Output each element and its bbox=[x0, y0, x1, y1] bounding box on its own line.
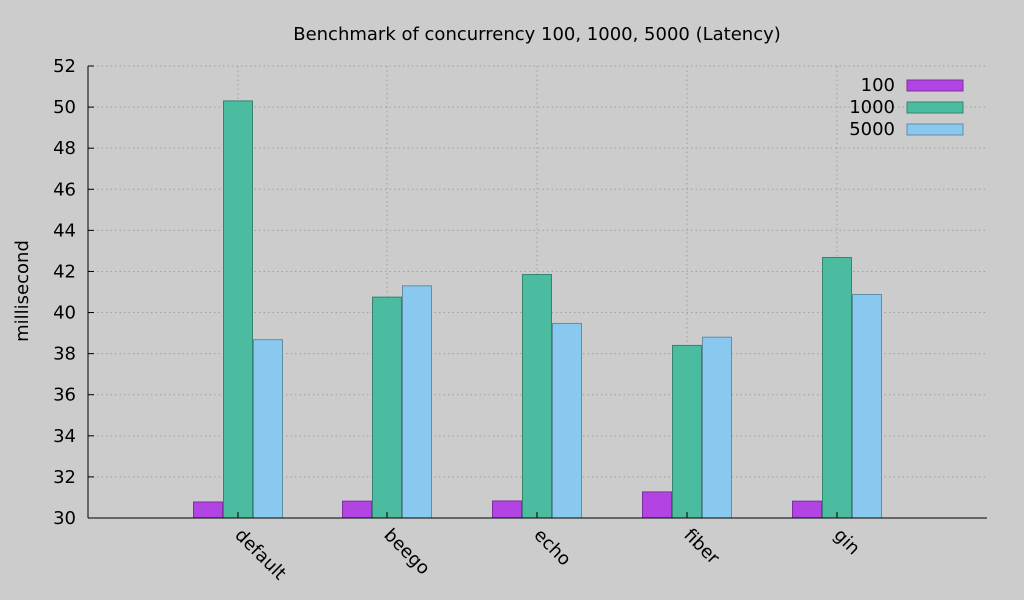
y-tick-label: 52 bbox=[53, 56, 76, 77]
bar-1000-default bbox=[223, 100, 253, 519]
y-tick-label: 36 bbox=[53, 385, 76, 406]
y-tick-label: 42 bbox=[53, 261, 76, 282]
y-tick-label: 38 bbox=[53, 344, 76, 365]
x-tick-label: gin bbox=[829, 525, 864, 560]
bar-5000-gin bbox=[852, 293, 882, 519]
bars bbox=[193, 100, 882, 519]
legend-swatch bbox=[906, 79, 964, 92]
bar-5000-echo bbox=[552, 322, 582, 519]
y-tick-label: 40 bbox=[53, 303, 76, 324]
bar-100-beego bbox=[342, 500, 372, 519]
bar-5000-beego bbox=[402, 285, 432, 519]
x-tick-label: beego bbox=[379, 525, 433, 579]
y-tick-label: 50 bbox=[53, 97, 76, 118]
y-tick-label: 46 bbox=[53, 179, 76, 200]
bar-5000-fiber bbox=[702, 336, 732, 519]
legend-label: 5000 bbox=[849, 119, 895, 140]
y-tick-label: 32 bbox=[53, 467, 76, 488]
bar-5000-default bbox=[253, 339, 283, 519]
chart-title: Benchmark of concurrency 100, 1000, 5000… bbox=[293, 24, 781, 45]
legend-swatch bbox=[906, 101, 964, 114]
bar-1000-gin bbox=[822, 256, 852, 519]
x-tick-label: default bbox=[230, 525, 290, 585]
y-tick-label: 44 bbox=[53, 220, 76, 241]
bar-100-echo bbox=[492, 500, 522, 519]
y-tick-label: 48 bbox=[53, 138, 76, 159]
legend-label: 1000 bbox=[849, 97, 895, 118]
bar-1000-fiber bbox=[672, 344, 702, 519]
bar-1000-echo bbox=[522, 274, 552, 519]
legend-label: 100 bbox=[861, 75, 895, 96]
x-tick-label: echo bbox=[529, 525, 575, 571]
y-tick-label: 30 bbox=[53, 508, 76, 529]
legend-swatch bbox=[906, 123, 964, 136]
y-axis-label: millisecond bbox=[12, 240, 33, 342]
bar-100-default bbox=[193, 501, 223, 519]
bar-100-gin bbox=[792, 500, 822, 519]
bar-100-fiber bbox=[642, 491, 672, 519]
y-tick-label: 34 bbox=[53, 426, 76, 447]
bar-1000-beego bbox=[372, 296, 402, 519]
x-tick-label: fiber bbox=[679, 525, 723, 569]
